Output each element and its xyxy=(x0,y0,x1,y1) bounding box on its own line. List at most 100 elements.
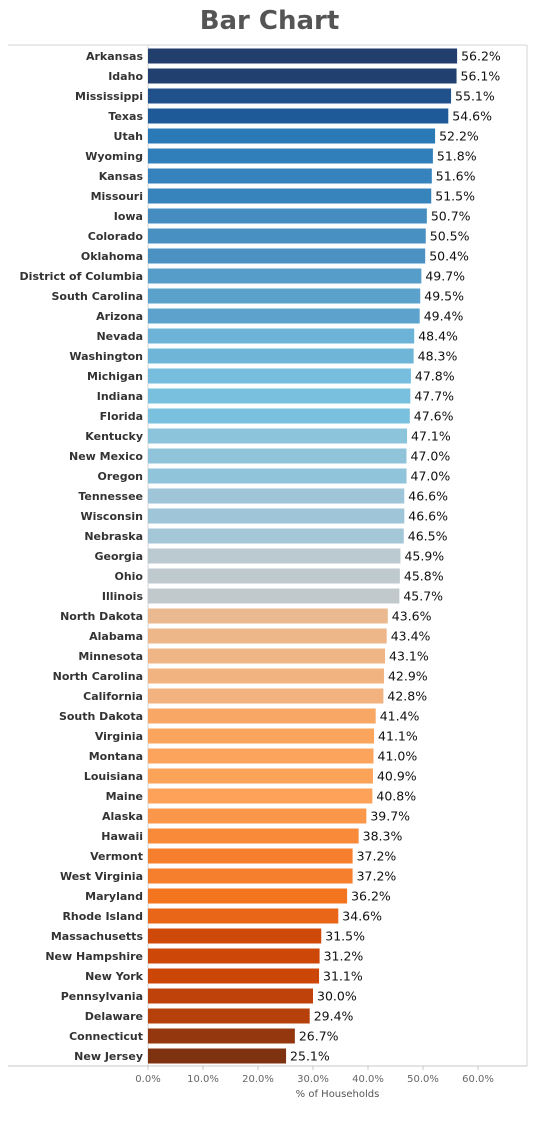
bar[interactable] xyxy=(148,348,414,364)
bar[interactable] xyxy=(148,1028,295,1044)
bar[interactable] xyxy=(148,308,420,324)
value-label: 46.6% xyxy=(408,489,448,504)
value-label: 50.5% xyxy=(430,229,470,244)
x-tick-label: 10.0% xyxy=(187,1074,219,1085)
value-label: 37.2% xyxy=(357,849,397,864)
category-label: Wyoming xyxy=(85,150,143,163)
category-label: Kentucky xyxy=(85,430,143,443)
bar[interactable] xyxy=(148,988,313,1004)
category-label: Iowa xyxy=(114,210,143,223)
bar[interactable] xyxy=(148,768,373,784)
bar[interactable] xyxy=(148,928,322,944)
value-label: 43.6% xyxy=(392,609,432,624)
bar[interactable] xyxy=(148,888,348,904)
bar[interactable] xyxy=(148,388,411,404)
bar[interactable] xyxy=(148,608,388,624)
value-label: 38.3% xyxy=(363,829,403,844)
bar[interactable] xyxy=(148,668,384,684)
value-label: 41.1% xyxy=(378,729,418,744)
bar[interactable] xyxy=(148,788,373,804)
category-label: Florida xyxy=(100,410,143,423)
category-label: Nevada xyxy=(96,330,143,343)
value-label: 40.9% xyxy=(377,769,417,784)
bar[interactable] xyxy=(148,468,407,484)
bar[interactable] xyxy=(148,528,404,544)
category-label: Georgia xyxy=(94,550,143,563)
category-label: Idaho xyxy=(108,70,143,83)
bar[interactable] xyxy=(148,648,386,664)
category-label: Wisconsin xyxy=(80,510,143,523)
category-label: New Jersey xyxy=(74,1050,143,1063)
category-label: Tennessee xyxy=(78,490,143,503)
bar[interactable] xyxy=(148,208,427,224)
bar[interactable] xyxy=(148,168,432,184)
bar[interactable] xyxy=(148,188,432,204)
bar[interactable] xyxy=(148,688,384,704)
bar[interactable] xyxy=(148,128,436,144)
bar[interactable] xyxy=(148,68,457,84)
value-label: 25.1% xyxy=(290,1049,330,1064)
value-label: 55.1% xyxy=(455,89,495,104)
x-tick-label: 0.0% xyxy=(135,1074,160,1085)
x-tick-label: 40.0% xyxy=(352,1074,384,1085)
value-label: 41.4% xyxy=(380,709,420,724)
value-label: 46.5% xyxy=(408,529,448,544)
bar[interactable] xyxy=(148,148,433,164)
bar[interactable] xyxy=(148,408,410,424)
value-label: 37.2% xyxy=(357,869,397,884)
category-label: Colorado xyxy=(88,230,144,243)
bar[interactable] xyxy=(148,748,374,764)
bar[interactable] xyxy=(148,1048,287,1064)
bar[interactable] xyxy=(148,48,458,64)
category-label: Kansas xyxy=(99,170,144,183)
bar[interactable] xyxy=(148,288,421,304)
bar[interactable] xyxy=(148,268,422,284)
category-label: Michigan xyxy=(87,370,143,383)
bar[interactable] xyxy=(148,548,401,564)
bar[interactable] xyxy=(148,828,359,844)
value-label: 26.7% xyxy=(299,1029,339,1044)
category-label: Mississippi xyxy=(75,90,143,103)
x-tick-label: 60.0% xyxy=(462,1074,494,1085)
bar[interactable] xyxy=(148,588,400,604)
bar[interactable] xyxy=(148,568,400,584)
bar[interactable] xyxy=(148,948,320,964)
bar[interactable] xyxy=(148,848,353,864)
bar[interactable] xyxy=(148,448,407,464)
bar[interactable] xyxy=(148,1008,310,1024)
bar[interactable] xyxy=(148,108,449,124)
bar[interactable] xyxy=(148,488,405,504)
value-label: 47.7% xyxy=(414,389,454,404)
category-label: Arkansas xyxy=(86,50,143,63)
value-label: 48.3% xyxy=(418,349,458,364)
value-label: 43.1% xyxy=(389,649,429,664)
bar[interactable] xyxy=(148,88,452,104)
bar[interactable] xyxy=(148,508,405,524)
bars-group: Arkansas 56.2% Idaho 56.1% Mississippi 55.1% T… xyxy=(20,48,501,1064)
value-label: 36.2% xyxy=(351,889,391,904)
value-label: 41.0% xyxy=(378,749,418,764)
bar[interactable] xyxy=(148,428,408,444)
bar[interactable] xyxy=(148,808,367,824)
bar[interactable] xyxy=(148,868,353,884)
category-label: Delaware xyxy=(85,1010,143,1023)
category-label: Oregon xyxy=(98,470,144,483)
category-label: Texas xyxy=(108,110,143,123)
category-label: New York xyxy=(85,970,144,983)
value-label: 39.7% xyxy=(370,809,410,824)
category-label: Oklahoma xyxy=(81,250,143,263)
bar[interactable] xyxy=(148,228,426,244)
category-label: Nebraska xyxy=(84,530,143,543)
value-label: 43.4% xyxy=(391,629,431,644)
bar[interactable] xyxy=(148,368,411,384)
bar[interactable] xyxy=(148,708,376,724)
bar[interactable] xyxy=(148,968,320,984)
category-label: Utah xyxy=(114,130,143,143)
bar[interactable] xyxy=(148,628,387,644)
bar[interactable] xyxy=(148,248,426,264)
category-label: Alabama xyxy=(89,630,143,643)
bar[interactable] xyxy=(148,908,339,924)
bar[interactable] xyxy=(148,728,375,744)
category-label: New Hampshire xyxy=(45,950,143,963)
bar[interactable] xyxy=(148,328,415,344)
